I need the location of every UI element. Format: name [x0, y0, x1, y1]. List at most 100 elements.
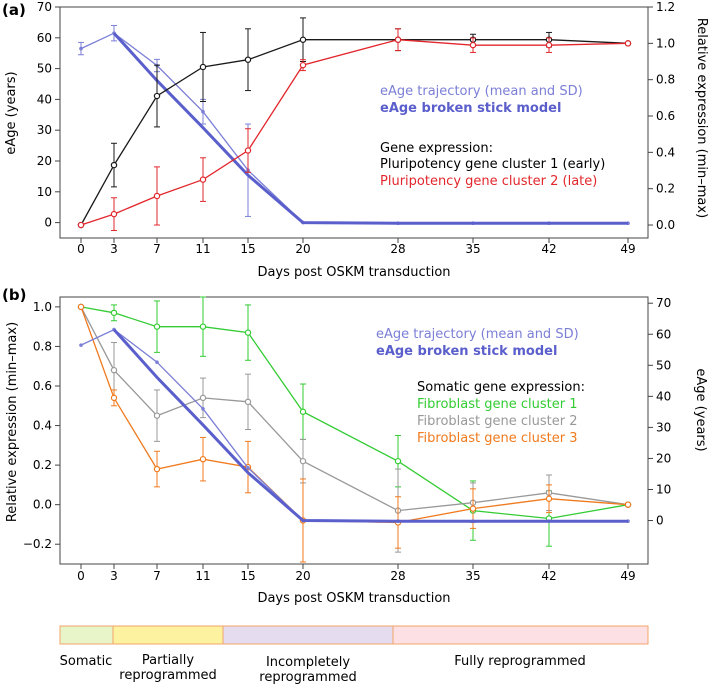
y-left-tick-label: 70 [37, 0, 52, 14]
stage-partial-band [112, 625, 224, 645]
data-point [199, 323, 207, 330]
data-point [110, 394, 118, 402]
panel-b-legend-traj: eAge trajectory (mean and SD) [376, 327, 579, 342]
y-right-tick-label: 70 [656, 296, 671, 310]
data-point [201, 406, 205, 411]
stage-incomplete-label: Incompletely reprogrammed [259, 655, 356, 685]
panel-b-xlabel: Days post OSKM transduction [257, 591, 450, 606]
panel-b-legend-item-1: Fibroblast gene cluster 1 [417, 397, 577, 412]
series-line [112, 328, 628, 523]
y-left-tick-label: −0.2 [23, 537, 52, 551]
x-tick-label: 3 [110, 569, 118, 583]
panel-a-ylabel-right: Relative expression (min–max) [694, 18, 709, 218]
x-tick-label: 15 [240, 242, 255, 256]
plot-frame [59, 6, 649, 239]
data-point [153, 465, 161, 473]
y-right-tick-label: 1.2 [656, 0, 675, 14]
stage-somatic-label: Somatic [60, 654, 113, 669]
data-point [624, 501, 632, 508]
data-point [624, 40, 632, 47]
series-line [80, 32, 628, 224]
panel-a-label: (a) [2, 1, 26, 19]
y-left-tick-label: 0.6 [33, 379, 52, 393]
data-point [469, 505, 477, 512]
data-point [394, 36, 402, 43]
y-right-tick-label: 50 [656, 358, 671, 372]
data-point [545, 41, 553, 49]
stage-full-label: Fully reprogrammed [454, 654, 586, 669]
y-left-tick-label: 0 [44, 216, 52, 230]
panel-a-plot: 0 3 7 11 15 20 28 35 42 49 0 10 20 30 40 50 60 70 0.0 0.2 0.… [37, 0, 675, 256]
y-right-tick-label: 20 [656, 451, 671, 465]
y-left-tick-label: 1.0 [33, 300, 52, 314]
data-point [153, 412, 161, 419]
x-tick-label: 7 [153, 242, 161, 256]
data-point [79, 343, 83, 347]
y-right-tick-label: 10 [656, 482, 671, 496]
series-line [112, 32, 628, 225]
panel-a-legend-traj: eAge trajectory (mean and SD) [380, 84, 583, 99]
data-point [199, 176, 207, 183]
data-point [153, 323, 161, 330]
data-point [199, 63, 207, 71]
stage-incomplete-band [222, 625, 394, 645]
y-right-tick-label: 0 [656, 514, 664, 528]
data-point [394, 457, 402, 465]
data-point [545, 495, 553, 502]
data-point [299, 408, 307, 415]
data-point [110, 309, 118, 317]
x-tick-label: 0 [77, 569, 85, 583]
x-tick-label: 20 [295, 569, 310, 583]
data-point [110, 161, 118, 169]
data-point [469, 41, 477, 49]
panel-a-legend-item-2: Pluripotency gene cluster 2 (late) [380, 174, 597, 189]
x-tick-label: 11 [195, 242, 210, 256]
y-left-tick-label: 60 [37, 31, 52, 45]
series-line [80, 39, 629, 226]
stage-partial-label: Partially reprogrammed [119, 653, 216, 683]
x-tick-label: 20 [295, 242, 310, 256]
panel-a-ylabel-left: eAge (years) [4, 71, 19, 154]
x-tick-label: 0 [77, 242, 85, 256]
x-tick-label: 7 [153, 569, 161, 583]
panel-a-legend-model: eAge broken stick model [380, 101, 561, 116]
y-left-tick-label: 0.0 [33, 498, 52, 512]
data-point [244, 329, 252, 336]
x-tick-label: 42 [541, 242, 556, 256]
y-right-tick-label: 1.0 [656, 36, 675, 50]
y-right-tick-label: 0.0 [656, 218, 675, 232]
panel-b-plot: 0 3 7 11 15 20 28 35 42 49 −0.2 0.0 0.2 0.4 0.6 0.8 1.0 0… [23, 296, 671, 583]
data-point [244, 56, 252, 63]
data-point [201, 109, 205, 114]
x-tick-label: 11 [195, 569, 210, 583]
y-right-tick-label: 0.6 [656, 109, 675, 123]
x-tick-label: 3 [110, 242, 118, 256]
data-point [77, 303, 85, 311]
panel-b-ylabel-left: Relative expression (min–max) [5, 322, 20, 522]
data-point [244, 398, 252, 406]
panel-b-legend-header: Somatic gene expression: [417, 380, 585, 395]
series-line [80, 39, 629, 226]
y-right-tick-label: 60 [656, 327, 671, 341]
y-right-tick-label: 0.4 [656, 145, 675, 159]
panel-b-legend-model: eAge broken stick model [376, 344, 557, 359]
x-tick-label: 15 [240, 569, 255, 583]
data-point [199, 394, 207, 402]
y-right-tick-label: 0.8 [656, 73, 675, 87]
panel-b-legend-item-2: Fibroblast gene cluster 2 [417, 414, 577, 429]
series-line [80, 306, 629, 512]
y-right-tick-label: 0.2 [656, 182, 675, 196]
panel-a-xlabel: Days post OSKM transduction [257, 265, 450, 280]
data-point [79, 46, 83, 51]
data-point [155, 360, 159, 364]
x-tick-label: 28 [390, 569, 405, 583]
x-tick-label: 28 [390, 242, 405, 256]
x-tick-label: 35 [465, 242, 480, 256]
stage-somatic-band [59, 625, 114, 645]
y-left-tick-label: 20 [37, 154, 52, 168]
data-point [199, 455, 207, 463]
y-right-tick-label: 30 [656, 420, 671, 434]
data-point [153, 92, 161, 100]
data-point [246, 465, 250, 470]
panel-a-legend-item-1: Pluripotency gene cluster 1 (early) [380, 157, 605, 172]
